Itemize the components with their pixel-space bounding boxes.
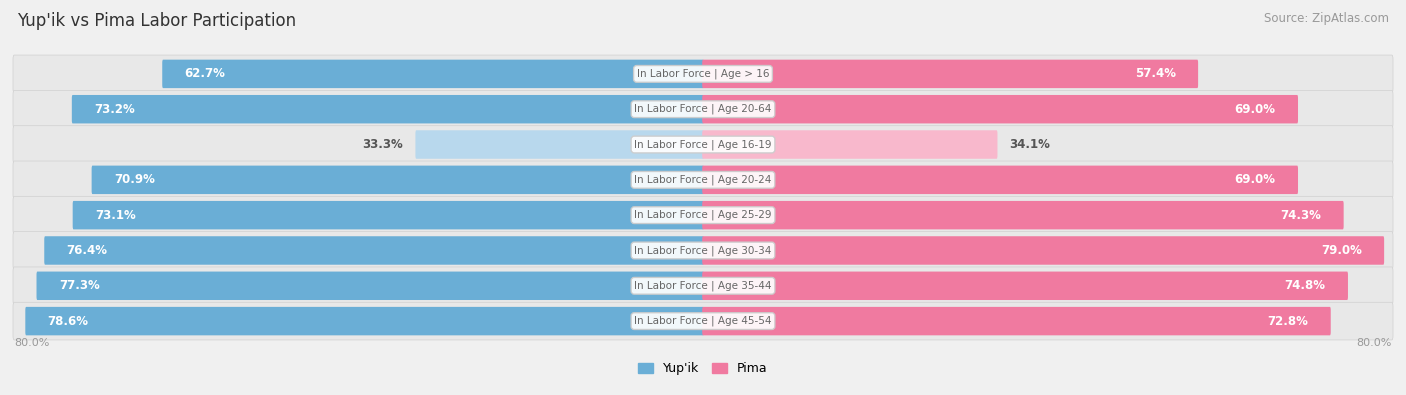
FancyBboxPatch shape	[13, 55, 1393, 93]
Text: 79.0%: 79.0%	[1320, 244, 1362, 257]
FancyBboxPatch shape	[13, 267, 1393, 305]
Text: 70.9%: 70.9%	[114, 173, 155, 186]
FancyBboxPatch shape	[702, 166, 1298, 194]
Legend: Yup'ik, Pima: Yup'ik, Pima	[633, 357, 773, 380]
Text: 73.2%: 73.2%	[94, 103, 135, 116]
FancyBboxPatch shape	[13, 161, 1393, 199]
Text: 69.0%: 69.0%	[1234, 173, 1275, 186]
Text: 72.8%: 72.8%	[1268, 314, 1309, 327]
Text: 77.3%: 77.3%	[59, 279, 100, 292]
FancyBboxPatch shape	[702, 130, 997, 159]
Text: 33.3%: 33.3%	[363, 138, 404, 151]
Text: 80.0%: 80.0%	[14, 338, 49, 348]
FancyBboxPatch shape	[73, 201, 704, 229]
Text: In Labor Force | Age 30-34: In Labor Force | Age 30-34	[634, 245, 772, 256]
FancyBboxPatch shape	[702, 60, 1198, 88]
FancyBboxPatch shape	[702, 95, 1298, 124]
FancyBboxPatch shape	[72, 95, 704, 124]
Text: Yup'ik vs Pima Labor Participation: Yup'ik vs Pima Labor Participation	[17, 12, 297, 30]
Text: 80.0%: 80.0%	[1357, 338, 1392, 348]
Text: In Labor Force | Age 25-29: In Labor Force | Age 25-29	[634, 210, 772, 220]
FancyBboxPatch shape	[162, 60, 704, 88]
FancyBboxPatch shape	[702, 271, 1348, 300]
Text: 76.4%: 76.4%	[66, 244, 108, 257]
Text: 57.4%: 57.4%	[1135, 68, 1175, 81]
Text: In Labor Force | Age 20-24: In Labor Force | Age 20-24	[634, 175, 772, 185]
Text: In Labor Force | Age 16-19: In Labor Force | Age 16-19	[634, 139, 772, 150]
FancyBboxPatch shape	[13, 231, 1393, 269]
Text: 69.0%: 69.0%	[1234, 103, 1275, 116]
Text: 78.6%: 78.6%	[48, 314, 89, 327]
FancyBboxPatch shape	[37, 271, 704, 300]
Text: 74.8%: 74.8%	[1285, 279, 1326, 292]
FancyBboxPatch shape	[13, 126, 1393, 164]
Text: In Labor Force | Age > 16: In Labor Force | Age > 16	[637, 69, 769, 79]
FancyBboxPatch shape	[13, 302, 1393, 340]
FancyBboxPatch shape	[702, 236, 1384, 265]
Text: In Labor Force | Age 35-44: In Labor Force | Age 35-44	[634, 280, 772, 291]
Text: 34.1%: 34.1%	[1010, 138, 1050, 151]
FancyBboxPatch shape	[702, 307, 1330, 335]
FancyBboxPatch shape	[25, 307, 704, 335]
Text: Source: ZipAtlas.com: Source: ZipAtlas.com	[1264, 12, 1389, 25]
Text: 73.1%: 73.1%	[96, 209, 136, 222]
FancyBboxPatch shape	[13, 196, 1393, 234]
Text: In Labor Force | Age 20-64: In Labor Force | Age 20-64	[634, 104, 772, 115]
Text: In Labor Force | Age 45-54: In Labor Force | Age 45-54	[634, 316, 772, 326]
Text: 74.3%: 74.3%	[1281, 209, 1322, 222]
Text: 62.7%: 62.7%	[184, 68, 225, 81]
FancyBboxPatch shape	[415, 130, 704, 159]
FancyBboxPatch shape	[91, 166, 704, 194]
FancyBboxPatch shape	[44, 236, 704, 265]
FancyBboxPatch shape	[702, 201, 1344, 229]
FancyBboxPatch shape	[13, 90, 1393, 128]
